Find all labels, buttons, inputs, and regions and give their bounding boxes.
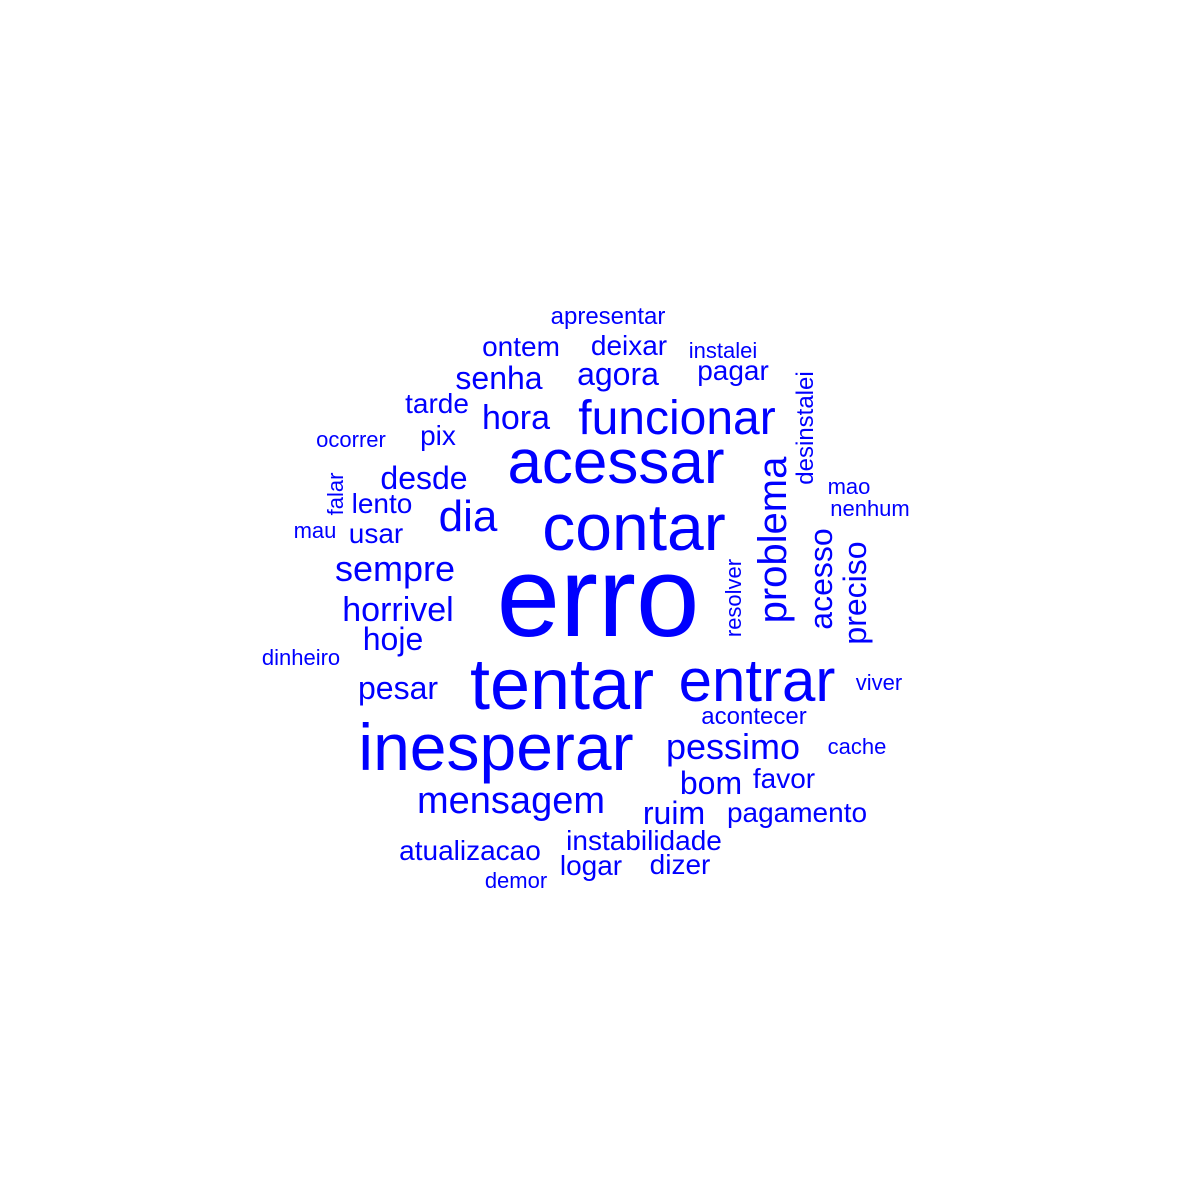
word-hora: hora	[481, 399, 551, 437]
word-pessimo: pessimo	[665, 726, 801, 767]
word-mao: mao	[827, 474, 871, 499]
word-ontem: ontem	[482, 331, 560, 362]
word-acontecer: acontecer	[701, 703, 807, 730]
word-usar: usar	[348, 518, 404, 549]
word-instalei: instalei	[688, 338, 758, 363]
word-bom: bom	[679, 765, 743, 801]
word-nenhum: nenhum	[830, 496, 910, 521]
word-desinstalei: desinstalei	[792, 371, 819, 485]
word-senha: senha	[455, 360, 543, 396]
word-problema: problema	[751, 456, 795, 624]
word-instabilidade: instabilidade	[566, 825, 722, 856]
word-acesso: acesso	[803, 528, 839, 630]
word-desde: desde	[380, 460, 468, 496]
word-favor: favor	[752, 763, 816, 794]
word-dinheiro: dinheiro	[261, 645, 341, 670]
word-viver: viver	[855, 670, 903, 695]
word-preciso: preciso	[837, 541, 873, 645]
word-ruim: ruim	[642, 795, 706, 831]
word-resolver: resolver	[721, 558, 746, 638]
word-pagamento: pagamento	[726, 797, 868, 828]
word-demor: demor	[484, 868, 548, 893]
word-falar: falar	[323, 472, 348, 516]
word-lento: lento	[351, 488, 413, 519]
word-mensagem: mensagem	[417, 780, 605, 822]
word-sempre: sempre	[334, 548, 456, 589]
word-deixar: deixar	[590, 330, 668, 361]
word-dia: dia	[438, 492, 498, 541]
word-erro: erro	[496, 534, 700, 661]
word-tentar: tentar	[469, 645, 655, 725]
word-pix: pix	[420, 420, 456, 451]
word-funcionar: funcionar	[578, 392, 776, 445]
word-ocorrer: ocorrer	[316, 427, 386, 452]
word-dizer: dizer	[649, 849, 711, 880]
word-horrivel: horrivel	[342, 591, 454, 629]
word-pagar: pagar	[697, 355, 769, 386]
word-entrar: entrar	[678, 647, 836, 714]
word-pesar: pesar	[357, 670, 439, 706]
word-mau: mau	[293, 518, 337, 543]
word-cache: cache	[827, 734, 887, 759]
word-atualizacao: atualizacao	[399, 835, 541, 866]
word-acessar: acessar	[507, 428, 725, 497]
word-inesperar: inesperar	[358, 710, 634, 784]
word-logar: logar	[559, 850, 623, 881]
word-tarde: tarde	[405, 388, 469, 419]
word-agora: agora	[577, 356, 659, 392]
word-contar: contar	[542, 490, 726, 564]
word-hoje: hoje	[362, 621, 424, 657]
word-apresentar: apresentar	[550, 303, 666, 330]
